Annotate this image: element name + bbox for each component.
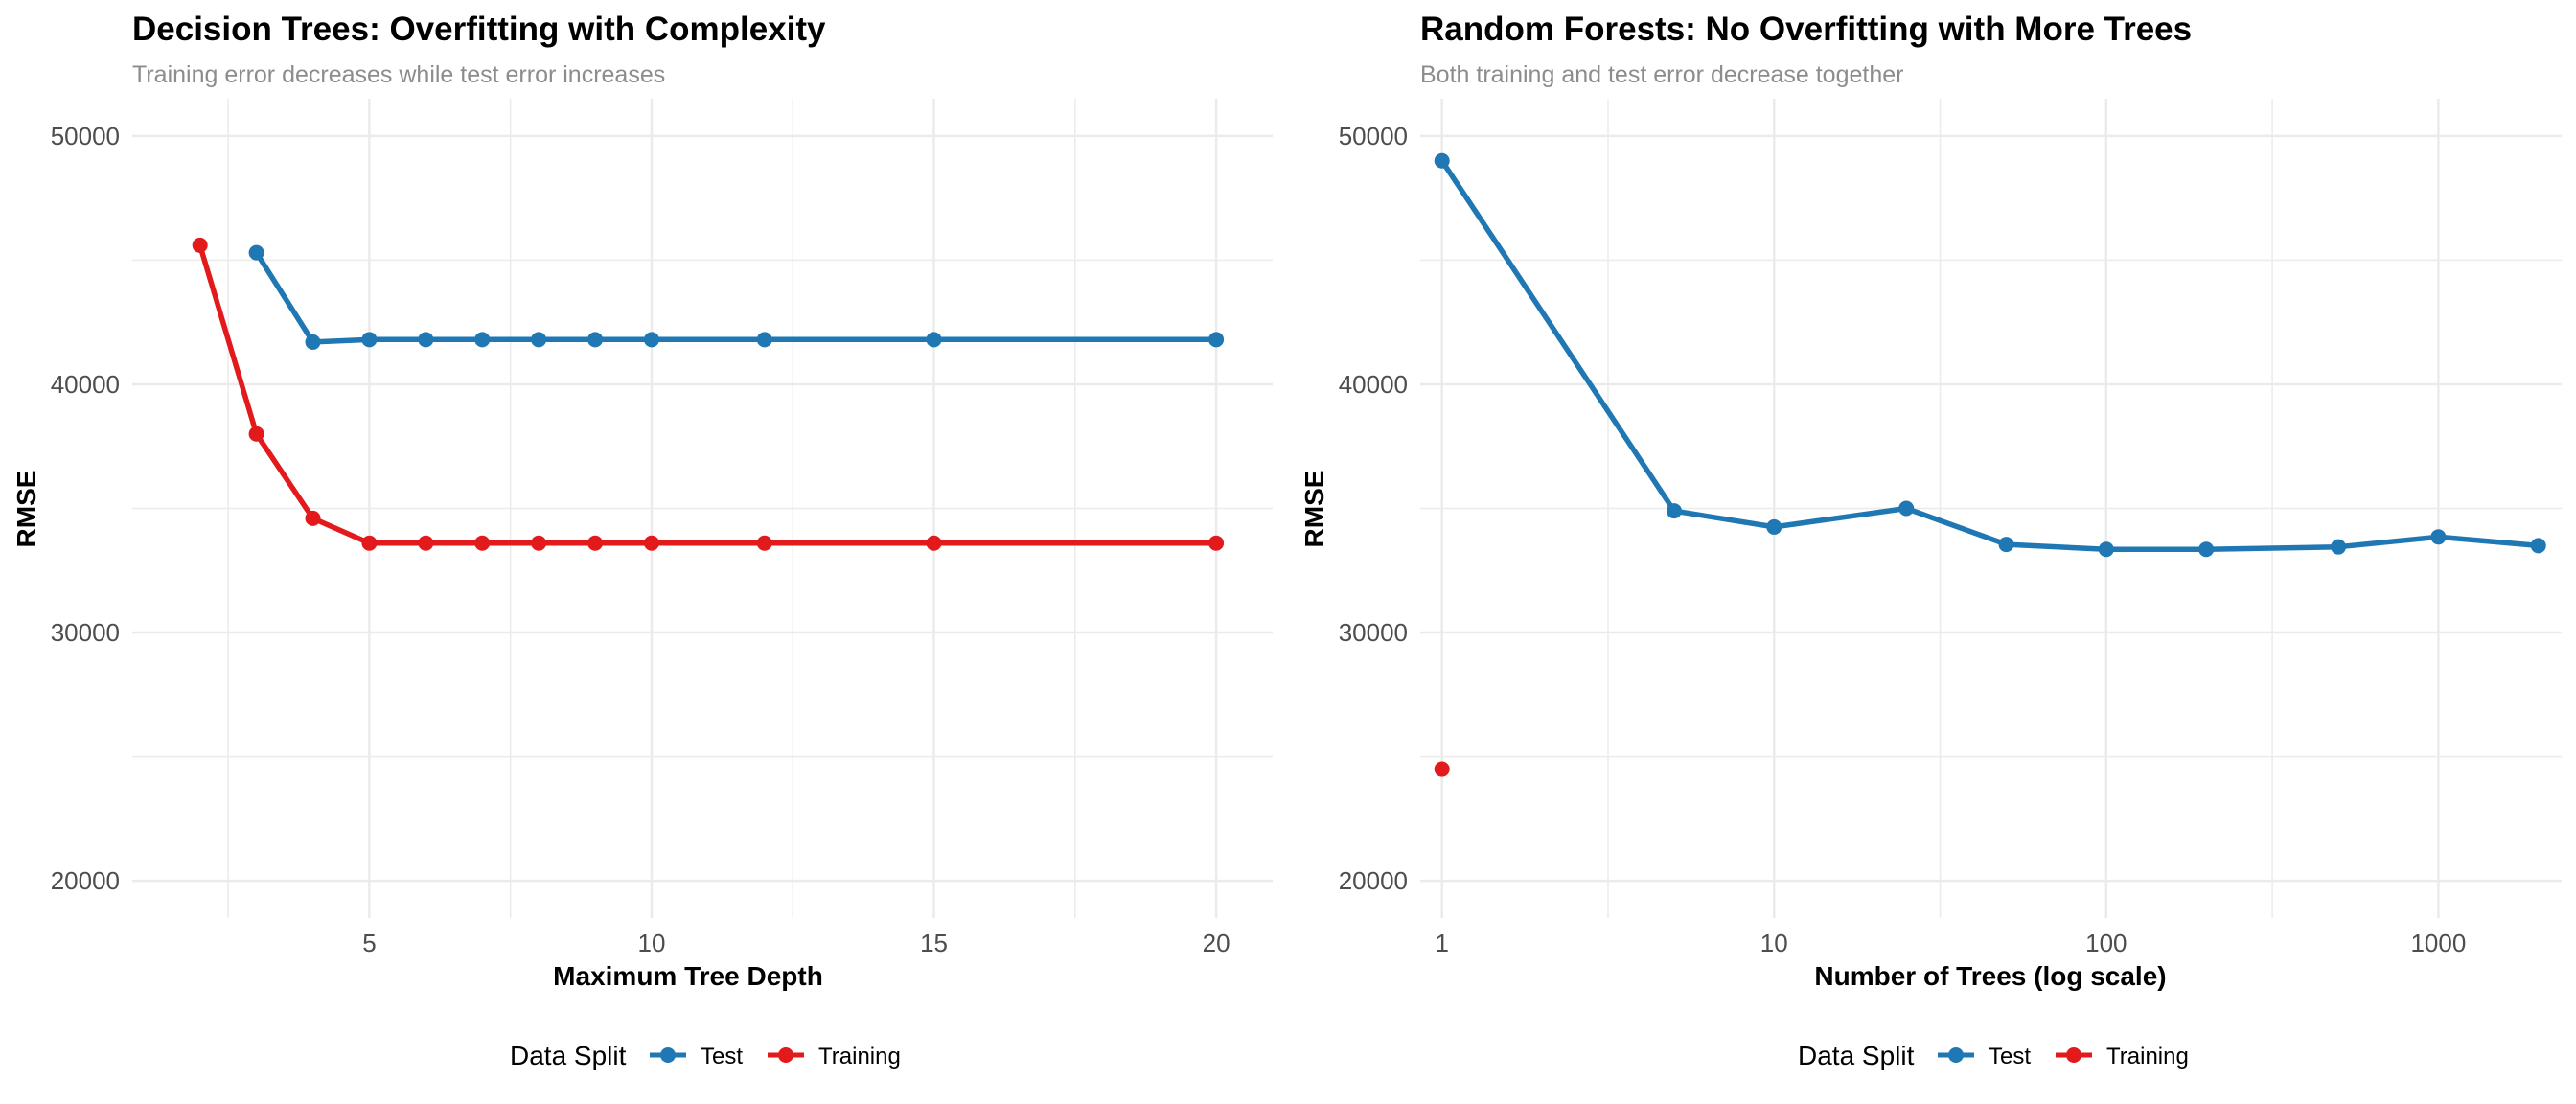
data-point-test <box>926 332 942 348</box>
x-tick-label: 1 <box>1435 929 1448 957</box>
grid-lines <box>132 99 1273 918</box>
data-point-training <box>587 535 604 551</box>
data-point-training <box>756 535 772 551</box>
y-tick-label: 20000 <box>51 866 120 895</box>
x-tick-label: 10 <box>638 929 666 957</box>
data-point-test <box>1434 152 1450 169</box>
data-point-test <box>361 332 378 348</box>
data-point-test <box>2098 541 2114 558</box>
legend-key-test-point <box>1948 1047 1964 1063</box>
data-point-test <box>587 332 604 348</box>
series-line-training <box>196 242 1219 546</box>
data-point-test <box>756 332 772 348</box>
x-tick-label: 20 <box>1203 929 1230 957</box>
y-tick-label: 50000 <box>1339 122 1408 150</box>
x-tick-labels: 5 10 15 20 <box>362 929 1230 957</box>
legend-label-training: Training <box>818 1044 901 1070</box>
legend-label-test: Test <box>1989 1044 2031 1070</box>
data-point-test <box>643 332 659 348</box>
data-point-training <box>192 237 208 253</box>
chart-subtitle: Both training and test error decrease to… <box>1420 61 1903 88</box>
chart-panel-decision-trees: Decision Trees: Overfitting with Complex… <box>12 11 1273 1070</box>
chart-subtitle: Training error decreases while test erro… <box>132 61 665 88</box>
data-point-test <box>1998 537 2014 553</box>
data-point-test <box>474 332 491 348</box>
legend-label-test: Test <box>701 1044 743 1070</box>
data-point-training <box>926 535 942 551</box>
legend-label-training: Training <box>2106 1044 2189 1070</box>
legend-key-test-point <box>660 1047 676 1063</box>
x-tick-labels: 1 10 100 1000 <box>1435 929 2466 957</box>
y-tick-label: 50000 <box>51 122 120 150</box>
chart-title: Decision Trees: Overfitting with Complex… <box>132 11 826 48</box>
legend: Data Split Test Training <box>1798 1041 2189 1070</box>
series-layer <box>1434 152 2546 777</box>
chart-panel-random-forests: Random Forests: No Overfitting with More… <box>1300 11 2562 1070</box>
legend-key-training-point <box>778 1047 794 1063</box>
data-point-test <box>1666 503 1682 519</box>
data-point-training <box>1434 761 1450 777</box>
data-point-test <box>248 244 264 261</box>
x-tick-label: 1000 <box>2410 929 2466 957</box>
data-point-test <box>2198 541 2215 558</box>
data-point-test <box>2331 539 2347 555</box>
legend-title: Data Split <box>1798 1041 1915 1070</box>
y-tick-label: 40000 <box>1339 370 1408 399</box>
y-tick-labels: 20000 30000 40000 50000 <box>1339 122 1408 895</box>
legend-key-training-point <box>2066 1047 2082 1063</box>
grid-lines <box>1420 99 2562 918</box>
data-point-test <box>1208 332 1225 348</box>
data-point-training <box>305 510 321 526</box>
x-axis-label: Maximum Tree Depth <box>553 961 823 991</box>
x-tick-label: 100 <box>2085 929 2127 957</box>
data-point-test <box>1898 500 1915 517</box>
data-point-test <box>1766 518 1782 535</box>
data-point-training <box>248 426 264 442</box>
data-point-test <box>2530 538 2546 554</box>
y-tick-label: 20000 <box>1339 866 1408 895</box>
y-tick-label: 40000 <box>51 370 120 399</box>
series-layer <box>192 237 1225 551</box>
y-tick-label: 30000 <box>1339 618 1408 647</box>
x-axis-label: Number of Trees (log scale) <box>1814 961 2166 991</box>
data-point-test <box>2430 529 2447 545</box>
data-point-test <box>531 332 547 348</box>
data-point-training <box>531 535 547 551</box>
y-axis-label: RMSE <box>1300 471 1329 548</box>
legend: Data Split Test Training <box>510 1041 901 1070</box>
x-tick-label: 10 <box>1760 929 1788 957</box>
y-tick-labels: 20000 30000 40000 50000 <box>51 122 120 895</box>
y-axis-label: RMSE <box>12 471 41 548</box>
data-point-test <box>418 332 434 348</box>
data-point-training <box>418 535 434 551</box>
data-point-training <box>1208 535 1225 551</box>
data-point-training <box>361 535 378 551</box>
series-line-test <box>1438 158 2542 553</box>
data-point-training <box>474 535 491 551</box>
x-tick-label: 5 <box>362 929 376 957</box>
chart-title: Random Forests: No Overfitting with More… <box>1420 11 2192 48</box>
data-point-test <box>305 334 321 350</box>
x-tick-label: 15 <box>920 929 948 957</box>
data-point-training <box>643 535 659 551</box>
y-tick-label: 30000 <box>51 618 120 647</box>
legend-title: Data Split <box>510 1041 627 1070</box>
